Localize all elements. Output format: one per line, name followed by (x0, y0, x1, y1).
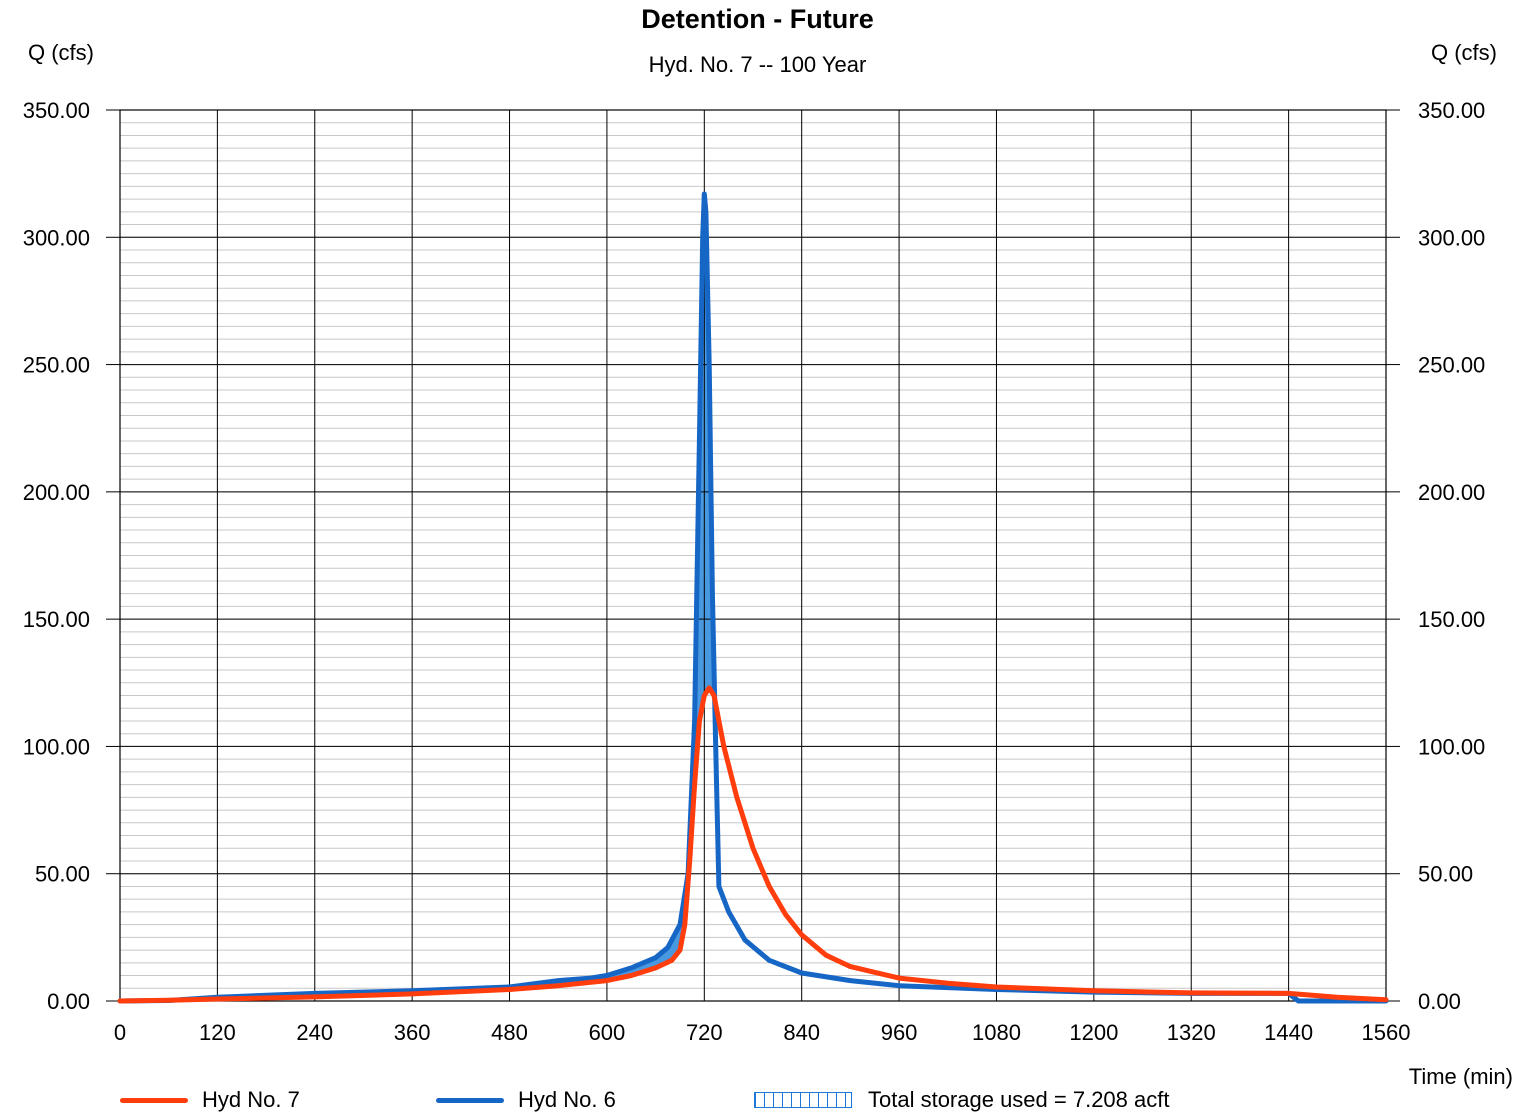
x-tick-label: 1080 (972, 1020, 1021, 1045)
legend-swatch-hyd-6 (436, 1097, 504, 1103)
x-axis-label: Time (min) (1408, 1064, 1513, 1089)
x-tick-label: 240 (296, 1020, 333, 1045)
legend-item-hyd-6: Hyd No. 6 (436, 1086, 616, 1114)
legend-label-hyd-7: Hyd No. 7 (202, 1087, 300, 1112)
y-tick-label-right: 50.00 (1418, 862, 1473, 887)
x-tick-label: 120 (199, 1020, 236, 1045)
y-tick-label-right: 350.00 (1418, 98, 1485, 123)
minor-grid (120, 109, 1386, 1002)
y-tick-labels-right: 0.00 50.00 100.00 150.00 200.00 250.00 300.00 3… (1418, 98, 1485, 1014)
storage-annotation: Total storage used = 7.208 acft (868, 1087, 1170, 1112)
series-lines (117, 191, 1389, 1004)
y-tick-label-right: 150.00 (1418, 607, 1485, 632)
x-tick-label: 0 (114, 1020, 126, 1045)
legend-swatch-hyd-7 (120, 1097, 188, 1103)
y-tick-label-left: 50.00 (35, 862, 90, 887)
legend-item-hyd-7: Hyd No. 7 (120, 1086, 300, 1114)
chart-subtitle: Hyd. No. 7 -- 100 Year (648, 52, 867, 77)
chart-title: Detention - Future (641, 4, 874, 34)
y-tick-label-left: 100.00 (23, 734, 90, 759)
storage-area-group (120, 194, 1386, 1001)
y-tick-label-left: 350.00 (23, 98, 90, 123)
x-tick-label: 1320 (1167, 1020, 1216, 1045)
y-tick-labels-left: 0.00 50.00 100.00 150.00 200.00 250.00 300.00 3… (23, 98, 90, 1014)
x-tick-label: 1200 (1069, 1020, 1118, 1045)
y-axis-label-right: Q (cfs) (1431, 40, 1497, 65)
series-line-hyd-6 (117, 191, 1389, 1004)
y-tick-label-right: 250.00 (1418, 353, 1485, 378)
x-tick-label: 480 (491, 1020, 528, 1045)
legend-label-hyd-6: Hyd No. 6 (518, 1087, 616, 1112)
plot-frame (119, 109, 1387, 1002)
x-tick-labels: 0 120 240 360 480 600 720 840 960 1080 1200 1320 144… (114, 1020, 1411, 1045)
x-tick-label: 960 (881, 1020, 918, 1045)
y-axis-label-left: Q (cfs) (28, 40, 94, 65)
legend-item-storage: Total storage used = 7.208 acft (754, 1086, 1169, 1114)
y-tick-label-right: 300.00 (1418, 225, 1485, 250)
legend-swatch-storage (754, 1092, 852, 1108)
y-tick-label-right: 200.00 (1418, 480, 1485, 505)
y-tick-label-right: 100.00 (1418, 734, 1485, 759)
y-tick-label-right: 0.00 (1418, 989, 1461, 1014)
y-tick-label-left: 150.00 (23, 607, 90, 632)
y-tick-label-left: 250.00 (23, 353, 90, 378)
y-tick-label-left: 0.00 (47, 989, 90, 1014)
series-line-hyd-7 (117, 685, 1389, 1004)
y-tick-label-left: 300.00 (23, 225, 90, 250)
storage-area (120, 194, 1386, 1001)
x-tick-label: 1560 (1362, 1020, 1411, 1045)
x-tick-label: 720 (686, 1020, 723, 1045)
x-tick-label: 1440 (1264, 1020, 1313, 1045)
x-tick-label: 360 (394, 1020, 431, 1045)
x-tick-label: 600 (589, 1020, 626, 1045)
y-tick-label-left: 200.00 (23, 480, 90, 505)
x-tick-label: 840 (783, 1020, 820, 1045)
